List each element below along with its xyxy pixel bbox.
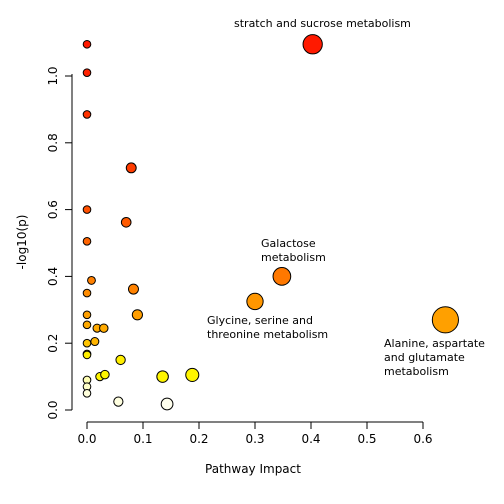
data-point [82,350,92,360]
annotation-galactose: Galactose metabolism [261,237,326,264]
x-tick-label: 0.6 [413,432,432,446]
data-point [115,354,126,366]
data-point [87,275,96,285]
data-point [131,309,143,321]
x-axis-title: Pathway Impact [205,462,301,476]
data-point [113,396,124,407]
annotations: stratch and sucrose metabolism Galactose… [207,17,488,378]
data-point [431,306,459,334]
data-point [90,337,100,347]
y-tick-label: 0.0 [46,400,60,419]
annotation-line: threonine metabolism [207,328,328,341]
x-tick-label: 0.5 [357,432,376,446]
data-points [82,34,459,411]
data-point [185,367,200,382]
y-tick-label: 0.2 [46,334,60,353]
data-point [99,323,109,333]
data-point [120,216,132,228]
data-point [82,39,92,49]
annotation-line: stratch and sucrose metabolism [234,17,411,30]
annotation-line: Alanine, aspartate [384,337,485,350]
data-point [156,370,169,383]
annotation-alanine: Alanine, aspartate and glutamate metabol… [384,337,488,378]
data-point [82,237,92,246]
data-point [82,205,92,214]
y-tick-label: 0.8 [46,133,60,152]
y-axis-title: -log10(p) [15,215,29,270]
data-point [125,162,137,174]
data-point [302,34,323,55]
data-point [82,110,92,119]
data-point [82,320,92,330]
y-tick-label: 0.4 [46,267,60,286]
x-tick-label: 0.4 [301,432,320,446]
data-point [82,310,92,320]
data-point [272,267,292,286]
annotation-starch: stratch and sucrose metabolism [234,17,411,30]
x-tick-label: 0.3 [245,432,264,446]
x-tick-label: 0.0 [77,432,96,446]
annotation-line: metabolism [261,251,326,264]
data-point [82,68,92,77]
y-tick-label: 0.6 [46,200,60,219]
data-point [100,369,110,380]
annotation-line: Glycine, serine and [207,314,313,327]
annotation-line: Galactose [261,237,316,250]
data-point [246,292,264,311]
y-tick-label: 1.0 [46,66,60,85]
annotation-glycine: Glycine, serine and threonine metabolism [207,314,328,341]
x-tick-label: 0.1 [133,432,152,446]
y-axis: 0.0 0.2 0.4 0.6 0.8 1.0 [46,66,73,420]
annotation-line: and glutamate [384,351,465,364]
x-axis: 0.0 0.1 0.2 0.3 0.4 0.5 0.6 [77,421,433,446]
data-point [127,283,139,295]
data-point [160,397,174,411]
x-tick-label: 0.2 [189,432,208,446]
data-point [82,338,92,348]
data-point [82,389,92,398]
annotation-line: metabolism [384,365,449,378]
data-point [82,288,92,298]
